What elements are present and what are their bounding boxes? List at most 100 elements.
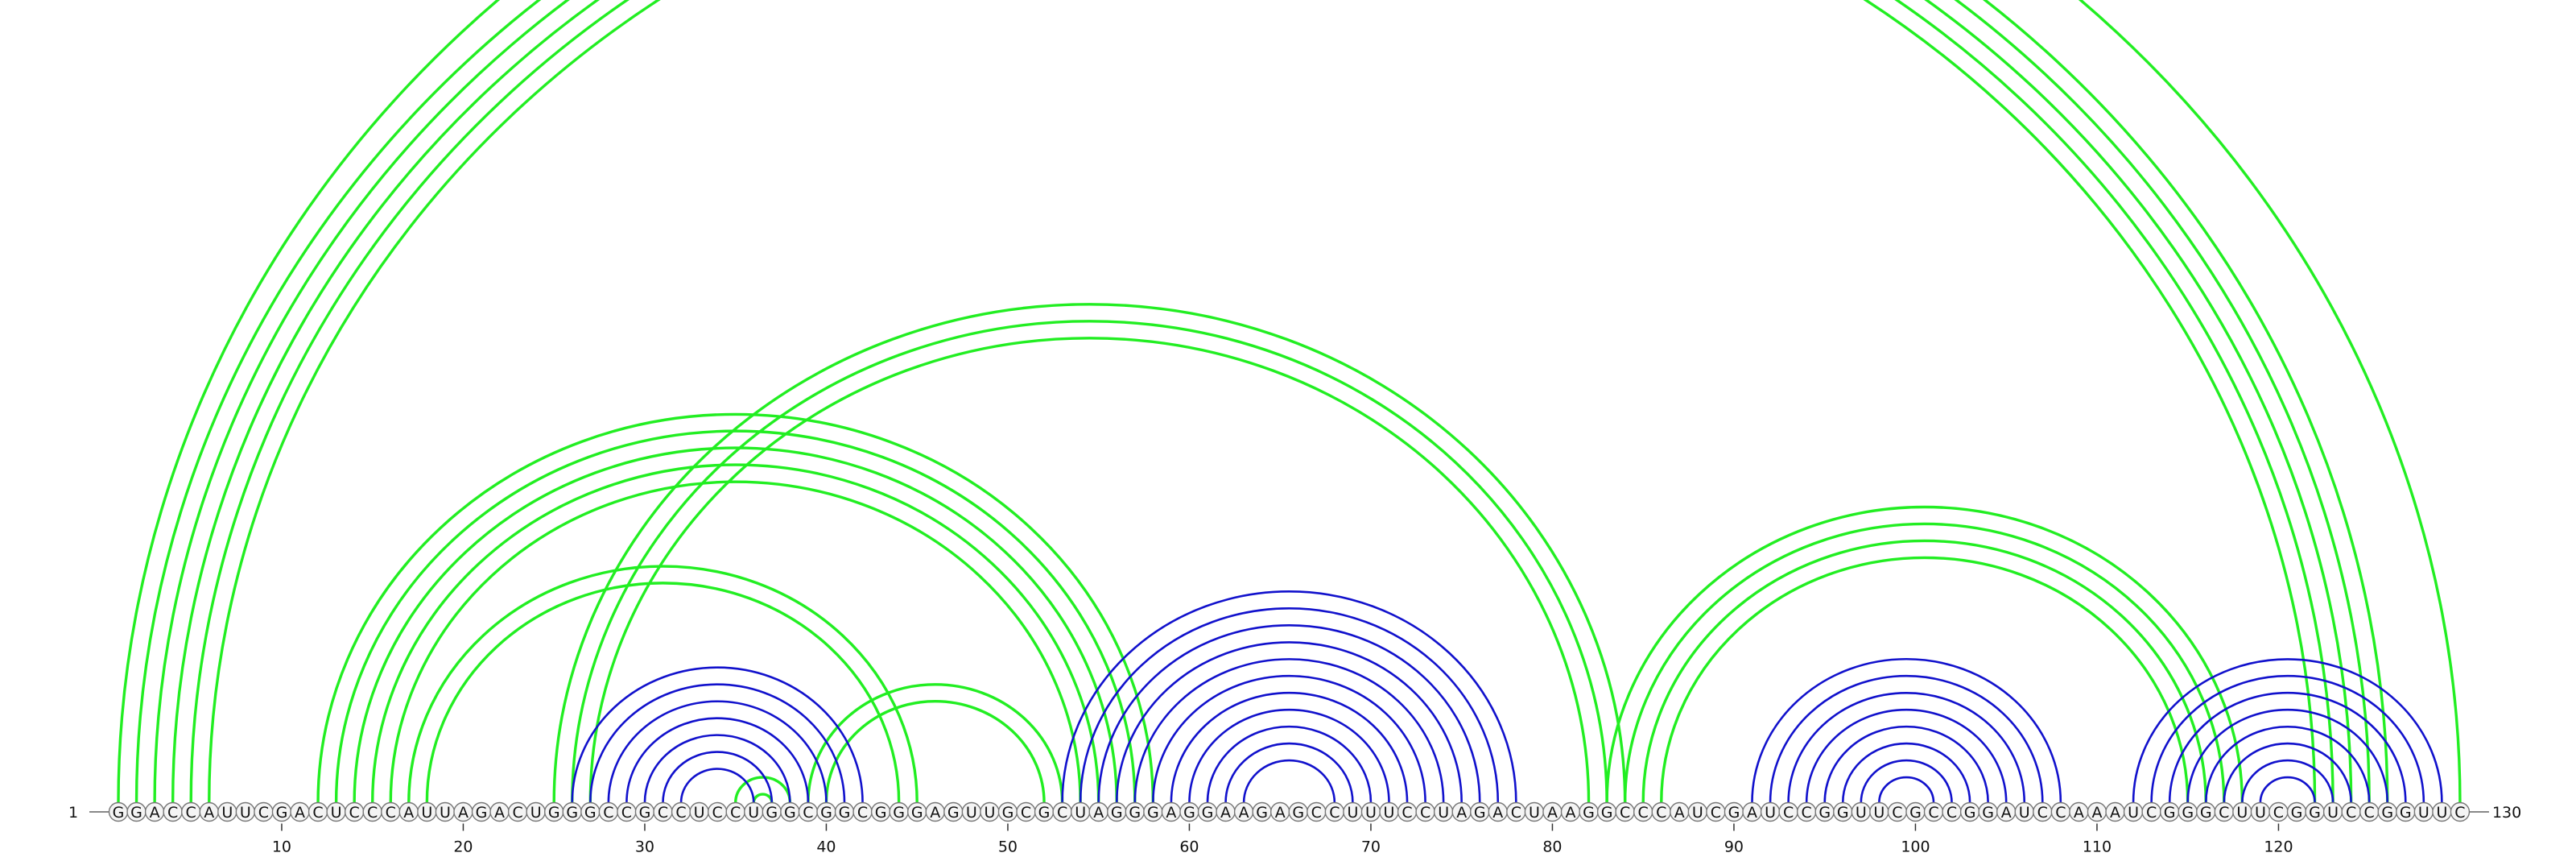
base-pair-arc [1152,674,1426,803]
nucleotide: A [2087,801,2107,822]
nucleotide-letter: G [1002,804,1014,822]
nucleotide: G [271,801,292,822]
nucleotide-letter: U [2327,804,2339,822]
nucleotide-letter: G [2200,804,2212,822]
nucleotide: G [1288,801,1308,822]
nucleotide-letter: C [1656,804,1666,822]
nucleotide: C [2359,801,2380,822]
nucleotide-letter: U [2019,804,2030,822]
nucleotide-letter: G [548,804,560,822]
base-pair-arc [2204,725,2371,803]
nucleotide-letter: C [186,804,196,822]
nucleotide-letter: G [1111,804,1123,822]
nucleotide: G [816,801,836,822]
nucleotide: C [1415,801,1435,822]
nucleotide: G [2377,801,2397,822]
nucleotide: C [163,801,183,822]
nucleotide: C [2341,801,2361,822]
nucleotide-letter: C [1946,804,1957,822]
nucleotide: U [1379,801,1399,822]
nucleotide: A [199,801,219,822]
nucleotide: A [1088,801,1108,822]
nucleotide-letter: U [748,804,759,822]
nucleotide-letter: A [930,804,940,822]
nucleotide: U [1524,801,1545,822]
nucleotide: C [2450,801,2471,822]
nucleotide-letter: C [658,804,668,822]
nucleotide: C [1397,801,1418,822]
nucleotide: G [870,801,891,822]
base-pair-arc [807,682,1064,803]
base-pair-arc [1206,725,1373,803]
nucleotide-letter: G [1202,804,1214,822]
nucleotide: U [526,801,546,822]
nucleotide: G [997,801,1018,822]
nucleotide-letter: G [1583,804,1595,822]
nucleotide: G [889,801,909,822]
nucleotide-letter: G [2291,804,2303,822]
nucleotide-letter: C [857,804,868,822]
nucleotide: C [1651,801,1671,822]
nucleotide-letter: G [639,804,651,822]
nucleotide: U [1760,801,1781,822]
start-index-label: 1 [68,804,78,822]
nucleotide: A [453,801,473,822]
nucleotide-letter: A [1566,804,1576,822]
nucleotide-letter: G [1818,804,1831,822]
nucleotide: C [381,801,401,822]
nucleotide: G [1197,801,1218,822]
nucleotide: U [980,801,1000,822]
nucleotide-letter: G [1129,804,1141,822]
nucleotide: C [1796,801,1817,822]
nucleotide: C [180,801,201,822]
nucleotide-letter: C [367,804,378,822]
nucleotide: U [1433,801,1454,822]
nucleotide-letter: C [167,804,178,822]
nucleotide: U [435,801,456,822]
nucleotide: C [852,801,873,822]
nucleotide: C [653,801,673,822]
nucleotide-circle [2450,801,2471,822]
nucleotide: C [2141,801,2161,822]
tick-label: 10 [272,838,291,856]
nucleotide-letter: U [2255,804,2266,822]
nucleotide: G [1833,801,1853,822]
nucleotide: G [1724,801,1744,822]
nucleotide-letter: U [2236,804,2248,822]
nucleotide-letter: A [1456,804,1467,822]
nucleotide: C [707,801,728,822]
nucleotide: G [1179,801,1199,822]
nucleotide: G [2396,801,2416,822]
nucleotide: A [1670,801,1690,822]
nucleotide: G [1107,801,1127,822]
tick-label: 110 [2083,838,2112,856]
nucleotide-letter: U [984,804,995,822]
base-pair-arc [1605,505,2244,803]
nucleotide-letter: A [1220,804,1231,822]
nucleotide-letter: G [476,804,488,822]
nucleotide: G [2286,801,2307,822]
nucleotide: C [725,801,745,822]
nucleotide: G [2178,801,2198,822]
base-pair-arc [1769,674,2044,803]
nucleotide-letter: C [712,804,723,822]
base-pair-arc [407,565,919,803]
base-pair-arc [2168,691,2407,803]
nucleotide-letter: C [349,804,360,822]
nucleotide-letter: G [766,804,778,822]
nucleotide-letter: G [1183,804,1195,822]
base-pair-arc [752,793,774,803]
nucleotide-letter: G [839,804,851,822]
base-pair-arc [2259,776,2316,803]
nucleotide: G [544,801,564,822]
base-pair-arc [571,666,864,803]
nucleotide-letter: A [1492,804,1503,822]
nucleotide-letter: G [1982,804,1994,822]
nucleotide-letter: U [1384,804,1395,822]
nucleotide-letter: A [1275,804,1286,822]
nucleotide: U [1687,801,1708,822]
nucleotide-letter: A [1239,804,1249,822]
nucleotide: A [2105,801,2125,822]
